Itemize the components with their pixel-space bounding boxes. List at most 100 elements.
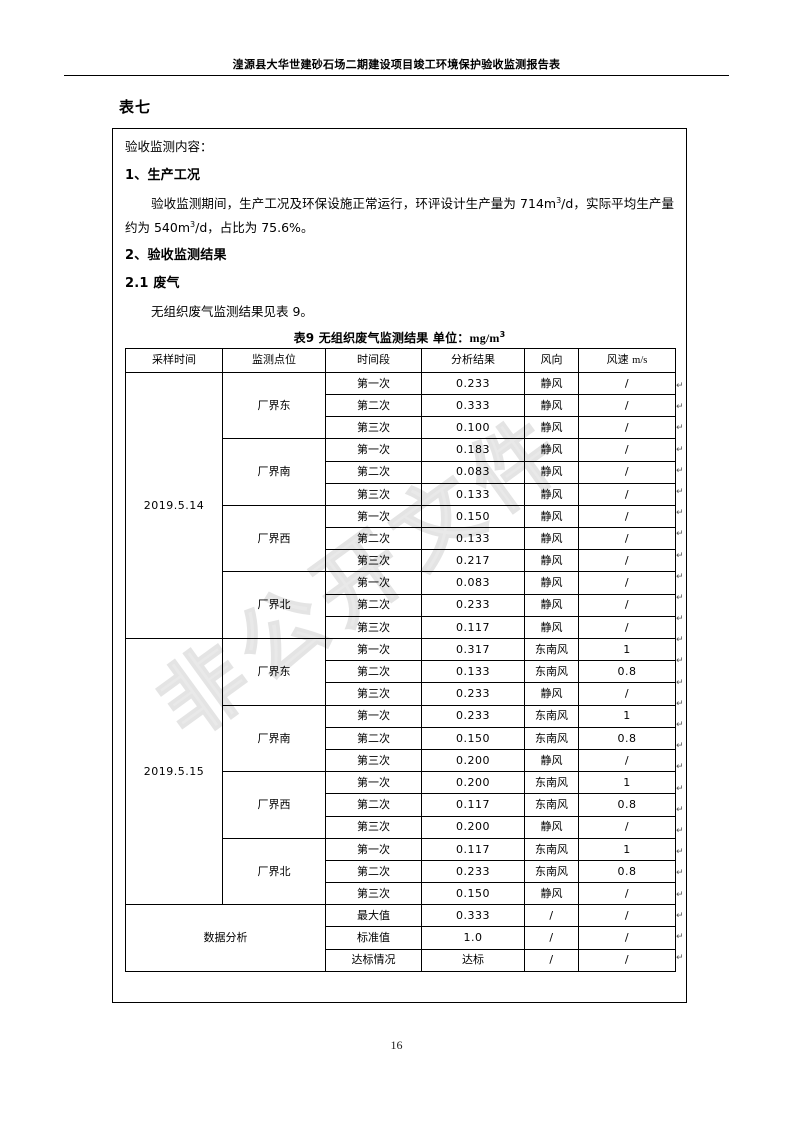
header-wind-speed: 风速 m/s: [578, 347, 676, 373]
running-header: 湟源县大华世建砂石场二期建设项目竣工环境保护验收监测报告表: [0, 55, 793, 73]
cell-result: 0.183: [421, 438, 525, 462]
analysis-row: 标准值 1.0//: [126, 926, 676, 950]
section-2-1-heading: 2.1 废气: [125, 276, 180, 292]
header-wind-speed-unit: m/s: [632, 355, 648, 367]
section-1-para-a: 验收监测期间，生产工况及环保设施正常运行，环评设计生产量为 714m: [151, 195, 557, 211]
cell-wind-direction: 静风: [524, 615, 579, 640]
cell-result: 0.317: [421, 637, 525, 662]
table-header-row: 采样时间 监测点位 时间段 分析结果 风向 风速 m/s: [125, 347, 676, 373]
cell-wind-speed: /: [578, 504, 676, 529]
cell-sampling-date: 2019.5.14: [125, 371, 223, 640]
section-1-heading: 1、生产工况: [125, 167, 201, 183]
pilcrow-mark: ↵: [676, 402, 684, 413]
cell-wind-speed: /: [578, 549, 676, 573]
table-row: 2019.5.14 厂界东 第一次 0.233 静风 /: [125, 371, 676, 640]
cell-analysis-result: 1.0: [421, 926, 525, 950]
cell-wind-speed: 1: [578, 637, 676, 662]
pilcrow-mark: ↵: [676, 529, 684, 540]
pilcrow-mark: ↵: [676, 423, 684, 434]
cell-wind-direction: 静风: [524, 593, 579, 617]
cell-wind-direction: 静风: [524, 882, 579, 906]
table-row: 第三次 0.133 静风 /: [126, 482, 676, 506]
cell-result: 0.150: [421, 504, 525, 529]
header-result: 分析结果: [421, 347, 525, 373]
cell-period: 第一次: [325, 837, 422, 861]
cell-wind-direction: 静风: [524, 571, 579, 595]
table-row: 2019.5.15 厂界东 第一次 0.317 东南风 1: [125, 637, 676, 906]
pilcrow-mark: ↵: [676, 762, 684, 773]
pilcrow-mark: ↵: [676, 592, 684, 603]
pilcrow-mark: ↵: [676, 953, 684, 964]
cell-result: 0.083: [421, 571, 525, 595]
cell-wind-speed: 0.8: [578, 660, 676, 684]
section-2-heading: 2、验收监测结果: [125, 248, 227, 264]
intro-label: 验收监测内容：: [125, 139, 213, 154]
pilcrow-mark: ↵: [676, 783, 684, 794]
cell-period: 第二次: [325, 460, 422, 484]
pilcrow-mark: ↵: [676, 698, 684, 709]
cell-wind-direction: 静风: [524, 460, 579, 484]
cell-result: 0.150: [421, 882, 525, 906]
analysis-row: 数据分析 最大值 0.333//: [125, 904, 676, 972]
cell-result: 0.333: [421, 393, 525, 418]
cell-period: 第二次: [325, 793, 422, 817]
cell-wind-direction: 静风: [524, 416, 579, 440]
section-2-1-paragraph: 无组织废气监测结果见表 9。: [125, 300, 674, 324]
cell-wind-direction: 东南风: [524, 704, 579, 728]
cell-period: 第三次: [325, 882, 422, 906]
cell-monitor-point: 厂界南: [222, 704, 326, 773]
cell-analysis-period: 达标情况: [325, 948, 422, 972]
cell-monitor-point: 厂界南: [222, 438, 326, 506]
cell-wind-speed: /: [578, 371, 676, 395]
cell-period: 第三次: [325, 682, 422, 706]
cell-analysis-speed: /: [578, 926, 676, 950]
cell-wind-direction: 东南风: [524, 726, 579, 750]
cell-wind-speed: /: [578, 571, 676, 595]
pilcrow-mark: ↵: [676, 550, 684, 561]
table-row: 第三次 0.200 静风 /: [126, 748, 676, 773]
pilcrow-mark: ↵: [676, 465, 684, 476]
pilcrow-mark: ↵: [676, 868, 684, 879]
cell-result: 0.217: [421, 549, 525, 573]
table-row: 第二次 0.117 东南风 0.8: [126, 793, 676, 817]
table-row: 第二次 0.083 静风 /: [126, 460, 676, 484]
cell-result: 0.233: [421, 371, 525, 395]
cell-wind-direction: 静风: [524, 527, 579, 551]
header-period: 时间段: [325, 347, 422, 373]
cell-period: 第三次: [325, 549, 422, 573]
cell-analysis-period: 最大值: [325, 904, 422, 928]
cell-wind-speed: /: [578, 393, 676, 418]
cell-period: 第三次: [325, 416, 422, 440]
cell-period: 第二次: [325, 660, 422, 684]
table-row: 第三次 0.233 静风 /: [126, 682, 676, 706]
table-row: 厂界南 第一次 0.183 静风 /: [126, 438, 676, 506]
cell-result: 0.233: [421, 704, 525, 728]
cell-result: 0.200: [421, 748, 525, 773]
section-1-para-b-sup: 3: [190, 219, 196, 229]
cell-period: 第三次: [325, 748, 422, 773]
cell-wind-direction: 静风: [524, 504, 579, 529]
page-number: 16: [390, 1038, 403, 1052]
table-caption-unit-sup: 3: [499, 329, 506, 339]
table-head: 采样时间 监测点位 时间段 分析结果 风向 风速 m/s: [125, 347, 676, 373]
header-monitor-point: 监测点位: [222, 347, 326, 373]
cell-result: 0.117: [421, 793, 525, 817]
cell-period: 第一次: [325, 771, 422, 795]
cell-wind-speed: 0.8: [578, 726, 676, 750]
pilcrow-mark: ↵: [676, 677, 684, 688]
pilcrow-mark: ↵: [676, 444, 684, 455]
section-1-paragraph: 验收监测期间，生产工况及环保设施正常运行，环评设计生产量为 714m3/d，实际…: [125, 192, 674, 241]
cell-wind-direction: 静风: [524, 748, 579, 773]
cell-result: 0.133: [421, 482, 525, 506]
header-wind-direction: 风向: [524, 347, 579, 373]
cell-period: 第一次: [325, 637, 422, 662]
cell-wind-direction: 东南风: [524, 771, 579, 795]
cell-wind-direction: 静风: [524, 815, 579, 839]
pilcrow-mark: ↵: [676, 486, 684, 497]
cell-period: 第三次: [325, 815, 422, 839]
cell-result: 0.100: [421, 416, 525, 440]
cell-monitor-point: 厂界西: [222, 771, 326, 839]
pilcrow-mark: ↵: [676, 381, 684, 391]
pilcrow-mark: ↵: [676, 825, 684, 836]
table-row: 厂界南 第一次 0.233 东南风 1: [126, 704, 676, 773]
